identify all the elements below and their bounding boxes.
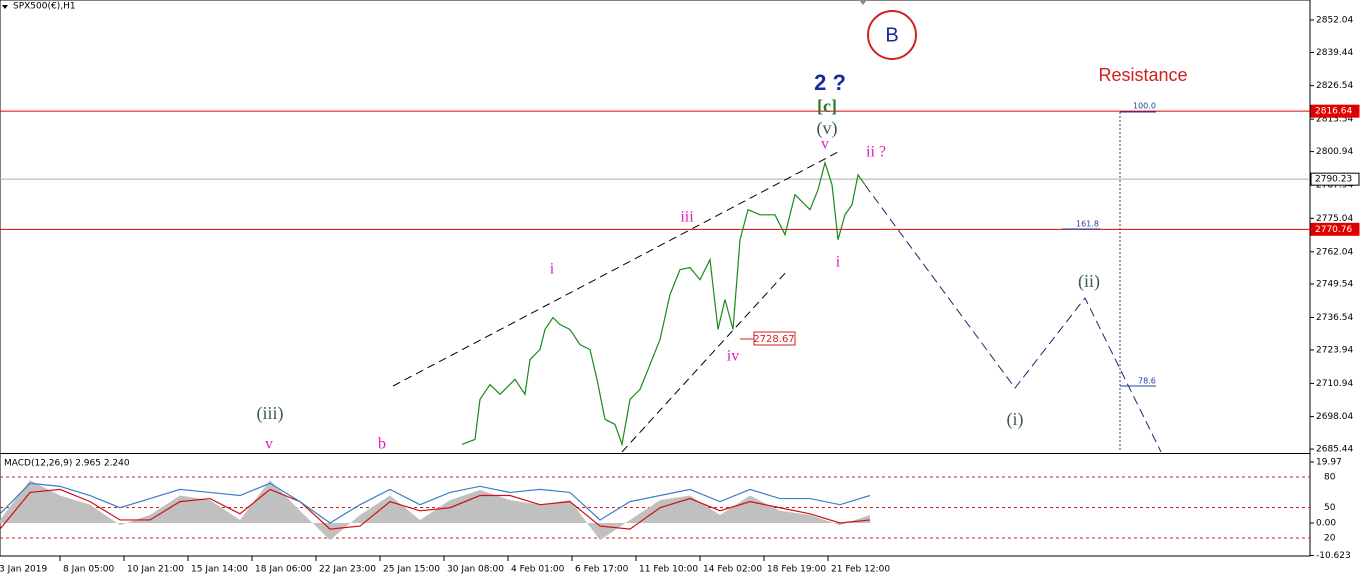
projection — [864, 184, 1162, 452]
y-tick-label: 2839.44 — [1316, 48, 1353, 58]
fib-label: 161.8 — [1076, 220, 1099, 229]
x-tick-label: 18 Feb 19:00 — [767, 565, 826, 575]
x-tick-label: 15 Jan 14:00 — [191, 565, 248, 575]
x-tick-label: 3 Jan 2019 — [0, 565, 47, 575]
x-tick-label: 25 Jan 15:00 — [383, 565, 440, 575]
x-tick-label: 4 Feb 01:00 — [511, 565, 565, 575]
annotation: v — [265, 436, 273, 453]
x-tick-label: 10 Jan 21:00 — [127, 565, 184, 575]
annotation: B — [885, 24, 898, 46]
y-tick-label: 2698.04 — [1316, 412, 1353, 422]
y-tick-label: 2775.04 — [1316, 214, 1353, 224]
x-tick-label: 8 Jan 05:00 — [63, 565, 115, 575]
annotation: (v) — [817, 118, 838, 139]
x-tick-label: 14 Feb 02:00 — [703, 565, 762, 575]
annotation: v — [821, 136, 829, 153]
drawings: 100.0 161.8 78.6 B 2 ? [c] (v) v ii ? ii… — [257, 10, 1188, 453]
x-tick-label: 30 Jan 08:00 — [447, 565, 504, 575]
shift-marker — [859, 0, 867, 5]
annotation: ii ? — [866, 144, 886, 161]
x-tick-label: 11 Feb 10:00 — [639, 565, 698, 575]
price-line — [461, 160, 866, 447]
level-label-box — [1310, 222, 1360, 236]
y-tick-label: 2749.54 — [1316, 279, 1353, 289]
y-tick-label: 19.97 — [1316, 457, 1342, 467]
y2-tick-label: 80 — [1324, 472, 1336, 482]
x-tick-label: 18 Jan 06:00 — [255, 565, 312, 575]
wave-circle — [867, 10, 917, 60]
annotation: [c] — [817, 96, 837, 116]
y-tick-label: -10.623 — [1316, 551, 1351, 561]
x-tick-label: 21 Feb 12:00 — [831, 565, 890, 575]
x-tick-label: 22 Jan 23:00 — [319, 565, 376, 575]
annotation: i — [550, 261, 555, 278]
annotation: 2728.67 — [753, 334, 794, 345]
y-tick-label: 2685.44 — [1316, 445, 1353, 455]
fib-label: 78.6 — [1138, 377, 1156, 386]
y-tick-label: 0.00 — [1316, 519, 1336, 529]
y-tick-label: 2710.94 — [1316, 379, 1353, 389]
annotation: Resistance — [1098, 65, 1187, 85]
level-label-box — [1310, 172, 1360, 186]
annotation: iii — [680, 209, 694, 226]
plot-frame — [0, 0, 1311, 557]
trendline — [392, 151, 839, 387]
level-label: 2816.64 — [1315, 107, 1352, 117]
y-tick-label: 2800.94 — [1316, 147, 1353, 157]
price-panel — [0, 110, 1310, 447]
chart-title: SPX500(€),H1 — [13, 2, 76, 12]
macd-title: MACD(12,26,9) 2.965 2.240 — [4, 459, 130, 469]
level-label: 2790.23 — [1315, 175, 1352, 185]
macd-line — [0, 488, 871, 530]
y-tick-label: 2736.54 — [1316, 313, 1353, 323]
y-tick-label: 2826.54 — [1316, 81, 1353, 91]
macd-histogram — [0, 480, 870, 541]
y-tick-label: 2723.94 — [1316, 345, 1353, 355]
level-label: 2770.76 — [1315, 225, 1352, 235]
annotation: (ii) — [1078, 271, 1100, 292]
annotation: b — [378, 436, 386, 453]
price-label-box — [753, 331, 796, 346]
y-tick-label: 2813.54 — [1316, 115, 1353, 125]
y2-tick-label: 20 — [1324, 533, 1336, 543]
annotation: (i) — [1007, 409, 1024, 430]
menu-arrow[interactable] — [2, 5, 8, 9]
axes: 2852.042839.442826.542813.542800.942787.… — [0, 15, 1360, 575]
macd-panel — [0, 476, 1310, 541]
y-tick-label: 2852.04 — [1316, 15, 1353, 25]
annotation: (iii) — [257, 403, 284, 424]
fib-label: 100.0 — [1133, 102, 1156, 111]
level-label-box — [1310, 104, 1360, 118]
annotation: iv — [727, 348, 739, 365]
y2-tick-label: 50 — [1324, 503, 1336, 513]
x-tick-label: 6 Feb 17:00 — [575, 565, 629, 575]
macd-line — [0, 482, 871, 524]
trendline — [621, 269, 789, 452]
annotation: 2 ? — [814, 70, 846, 95]
y-tick-label: 2762.04 — [1316, 247, 1353, 257]
annotation: i — [836, 254, 841, 271]
